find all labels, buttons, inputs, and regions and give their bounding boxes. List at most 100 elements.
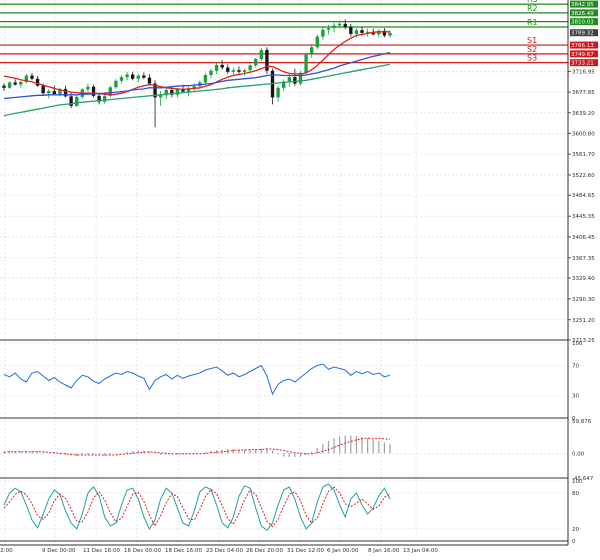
price-tick-label: 3716.95 — [572, 69, 595, 75]
candle-bull — [287, 77, 291, 82]
candle-bear — [382, 30, 387, 36]
level-price-tag — [570, 0, 598, 8]
price-tick-label: 3329.40 — [572, 276, 595, 282]
rsi-panel[interactable] — [3, 363, 391, 396]
candle-bear — [226, 67, 230, 72]
candle-bull — [75, 96, 79, 106]
candle-bull — [86, 86, 90, 90]
time-tick-label: 16 Dec 00:00 — [124, 548, 161, 554]
candle-bull — [321, 29, 325, 37]
time-tick-label: 13 Jan 04:00 — [403, 548, 438, 554]
candle-bull — [231, 70, 236, 72]
candle-bull — [47, 91, 51, 94]
candle-bull — [7, 82, 12, 88]
candle-bull — [203, 75, 208, 83]
candle-bull — [103, 95, 107, 102]
candle-bear — [371, 31, 375, 35]
level-price-tag — [570, 18, 598, 26]
ma-mid-line — [3, 51, 391, 100]
time-tick-label: 23 Dec 04:00 — [206, 548, 243, 554]
candle-bear — [147, 77, 152, 84]
time-tick-label: 26 Dec 20:00 — [246, 548, 283, 554]
candle-bull — [377, 30, 381, 35]
candle-bear — [130, 74, 135, 79]
rsi-tick-label: 30 — [572, 394, 579, 400]
candle-bull — [192, 86, 196, 89]
candle-bear — [220, 64, 224, 68]
price-tick-label: 3484.65 — [572, 193, 595, 199]
time-tick-label: 9 Dec 00:00 — [42, 548, 76, 554]
time-tick-label: 6 Jan 00:00 — [327, 548, 359, 554]
candle-bear — [91, 86, 96, 96]
stochastic-signal-line — [3, 486, 391, 528]
price-tick-label: 3600.80 — [572, 131, 595, 137]
candle-bull — [24, 75, 29, 82]
candle-bull — [337, 23, 342, 26]
rsi-tick-label: 0 — [572, 416, 576, 422]
candle-bull — [388, 32, 392, 36]
candle-bull — [58, 88, 62, 95]
candle-bull — [209, 70, 213, 76]
candle-bear — [343, 23, 347, 28]
price-tick-label: 3445.35 — [572, 214, 595, 220]
level-label-R1: R1 — [527, 18, 538, 27]
candle-bear — [360, 30, 364, 33]
level-price-tag-label: 3749.67 — [571, 52, 594, 58]
price-tick-label: 3406.45 — [572, 235, 595, 241]
macd-panel[interactable] — [3, 435, 391, 458]
price-tick-label: 3561.70 — [572, 152, 595, 158]
candle-bear — [69, 96, 73, 106]
candle-bull — [298, 72, 303, 84]
level-label-S2: S2 — [527, 45, 537, 54]
stochastic-main-line — [3, 483, 391, 531]
candle-bear — [237, 70, 241, 72]
candle-bear — [52, 91, 57, 95]
candle-bull — [315, 36, 319, 48]
candle-bear — [13, 82, 17, 85]
candle-bear — [293, 77, 297, 84]
level-price-tag-label: 3733.21 — [571, 61, 594, 67]
candle-bear — [30, 75, 34, 79]
candle-bull — [114, 80, 118, 88]
time-tick-label: 18 Dec 16:00 — [165, 548, 202, 554]
ma-slow-line — [3, 63, 391, 117]
price-tick-label: 3522.60 — [572, 173, 595, 179]
candle-bull — [175, 88, 180, 95]
level-price-tag-label: 3766.13 — [571, 43, 594, 49]
candle-bull — [282, 81, 286, 88]
level-label-S1: S1 — [527, 36, 537, 45]
candle-bull — [186, 88, 191, 92]
time-tick-label: 31 Dec 12:00 — [287, 548, 324, 554]
candle-bull — [108, 87, 112, 96]
candle-bull — [214, 64, 219, 71]
current-price-tag — [570, 29, 598, 37]
stochastic-panel[interactable] — [3, 483, 391, 531]
level-price-tag-label: 3842.95 — [571, 2, 594, 8]
candle-bull — [248, 65, 252, 71]
candle-bear — [35, 78, 40, 86]
level-price-tag — [570, 50, 598, 58]
candle-bear — [170, 89, 174, 95]
rsi-tick-label: 70 — [572, 364, 579, 370]
candle-bull — [304, 54, 308, 73]
level-price-tag — [570, 59, 598, 67]
candle-bull — [326, 28, 331, 30]
candle-bull — [125, 74, 129, 78]
level-label-R2: R2 — [527, 4, 538, 13]
price-tick-label: 3639.20 — [572, 111, 595, 117]
candle-bull — [332, 25, 336, 29]
candle-bull — [19, 81, 23, 85]
candle-bull — [136, 75, 140, 79]
candle-bear — [63, 88, 68, 97]
candle-bull — [254, 59, 258, 66]
time-tick-label: 8 Jan 16:00 — [368, 548, 400, 554]
level-price-tag — [570, 41, 598, 49]
price-tick-label: 3677.85 — [572, 90, 595, 96]
candle-bear — [2, 85, 6, 88]
price-tick-label: 3213.25 — [572, 338, 595, 344]
macd-tick-label: -45.647 — [572, 476, 594, 482]
